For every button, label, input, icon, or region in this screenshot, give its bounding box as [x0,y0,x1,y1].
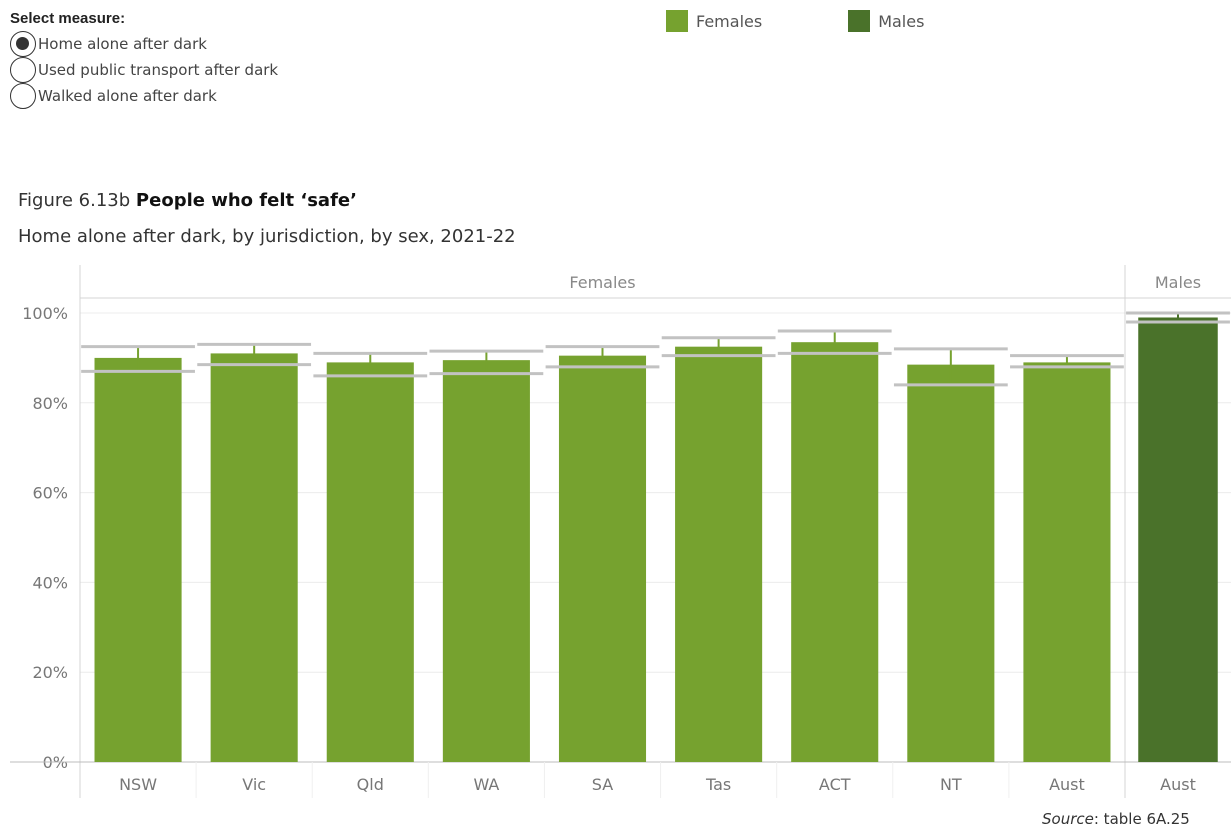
figure-subtitle: Home alone after dark, by jurisdiction, … [18,226,516,247]
x-tick-label: Aust [1049,775,1085,794]
x-tick-label: WA [473,775,499,794]
chart-legend: Females Males [666,10,1010,32]
bar [1023,362,1111,762]
bar [1138,317,1218,762]
bar [675,346,763,762]
x-tick-label: ACT [819,775,851,794]
radio-walked-alone[interactable]: Walked alone after dark [10,83,278,109]
radio-label: Walked alone after dark [38,87,217,105]
measure-selector-heading: Select measure: [10,10,126,27]
y-tick-label: 40% [32,573,68,592]
bar [94,357,182,762]
measure-selector: Select measure: Home alone after dark Us… [10,10,278,109]
figure-title-bold: People who felt ‘safe’ [135,190,357,211]
source-text: : table 6A.25 [1093,810,1190,828]
bar [442,360,530,762]
y-tick-label: 20% [32,663,68,682]
source-note: Source: table 6A.25 [1042,810,1190,828]
x-tick-label: SA [592,775,613,794]
y-tick-label: 60% [32,484,68,503]
x-tick-label: Aust [1160,775,1196,794]
x-tick-label: NT [940,775,962,794]
bar [558,355,647,762]
source-label: Source [1042,810,1094,828]
x-tick-label: Tas [705,775,731,794]
radio-label: Home alone after dark [38,35,207,53]
bar [326,362,414,762]
y-tick-label: 100% [22,304,68,323]
figure-number: Figure 6.13b [18,190,131,211]
figure-title: Figure 6.13b People who felt ‘safe’ [18,190,357,211]
legend-item-females[interactable]: Females [666,10,762,32]
x-tick-label: Vic [242,775,266,794]
radio-circle-icon[interactable] [10,83,36,109]
radio-circle-icon[interactable] [10,31,36,57]
bar [210,353,298,762]
legend-label: Males [878,11,925,31]
legend-swatch-females [666,10,688,32]
legend-item-males[interactable]: Males [848,10,924,32]
bar [907,364,995,762]
bar [791,342,879,762]
radio-home-alone[interactable]: Home alone after dark [10,31,278,57]
legend-swatch-males [848,10,871,32]
radio-public-transport[interactable]: Used public transport after dark [10,57,278,83]
panel-header: Males [1155,273,1201,292]
panel-header: Females [569,273,635,292]
radio-label: Used public transport after dark [38,61,279,79]
radio-circle-icon[interactable] [10,57,36,83]
x-tick-label: Qld [357,775,384,794]
y-tick-label: 80% [32,394,68,413]
legend-label: Females [696,11,763,31]
x-tick-label: NSW [119,775,157,794]
